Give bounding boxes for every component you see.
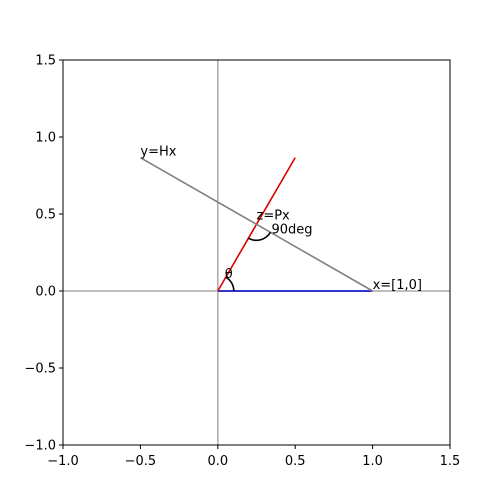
x-tick-label: 0.5 — [285, 454, 306, 469]
annotation: y=Hx — [140, 145, 176, 160]
x-tick-label: 0.0 — [207, 454, 228, 469]
annotation: θ — [225, 267, 233, 282]
x-tick-label: −1.0 — [47, 454, 79, 469]
y-tick-label: −0.5 — [24, 362, 56, 377]
theta-arc — [225, 276, 235, 292]
plot-frame — [62, 59, 451, 446]
right-angle-arc — [248, 231, 272, 242]
y-tick-label: 0.5 — [35, 208, 56, 223]
y-tick-label: 1.0 — [35, 131, 56, 146]
y-tick-label: 1.5 — [35, 54, 56, 69]
annotation: 90deg — [272, 222, 313, 237]
x-tick-label: 1.5 — [440, 454, 461, 469]
annotation: z=Px — [257, 208, 291, 223]
x-tick-label: 1.0 — [362, 454, 383, 469]
y-tick-label: −1.0 — [24, 439, 56, 454]
annotation: x=[1,0] — [373, 278, 422, 293]
line — [140, 156, 373, 292]
y-tick-label: 0.0 — [35, 285, 56, 300]
x-tick-label: −0.5 — [125, 454, 157, 469]
